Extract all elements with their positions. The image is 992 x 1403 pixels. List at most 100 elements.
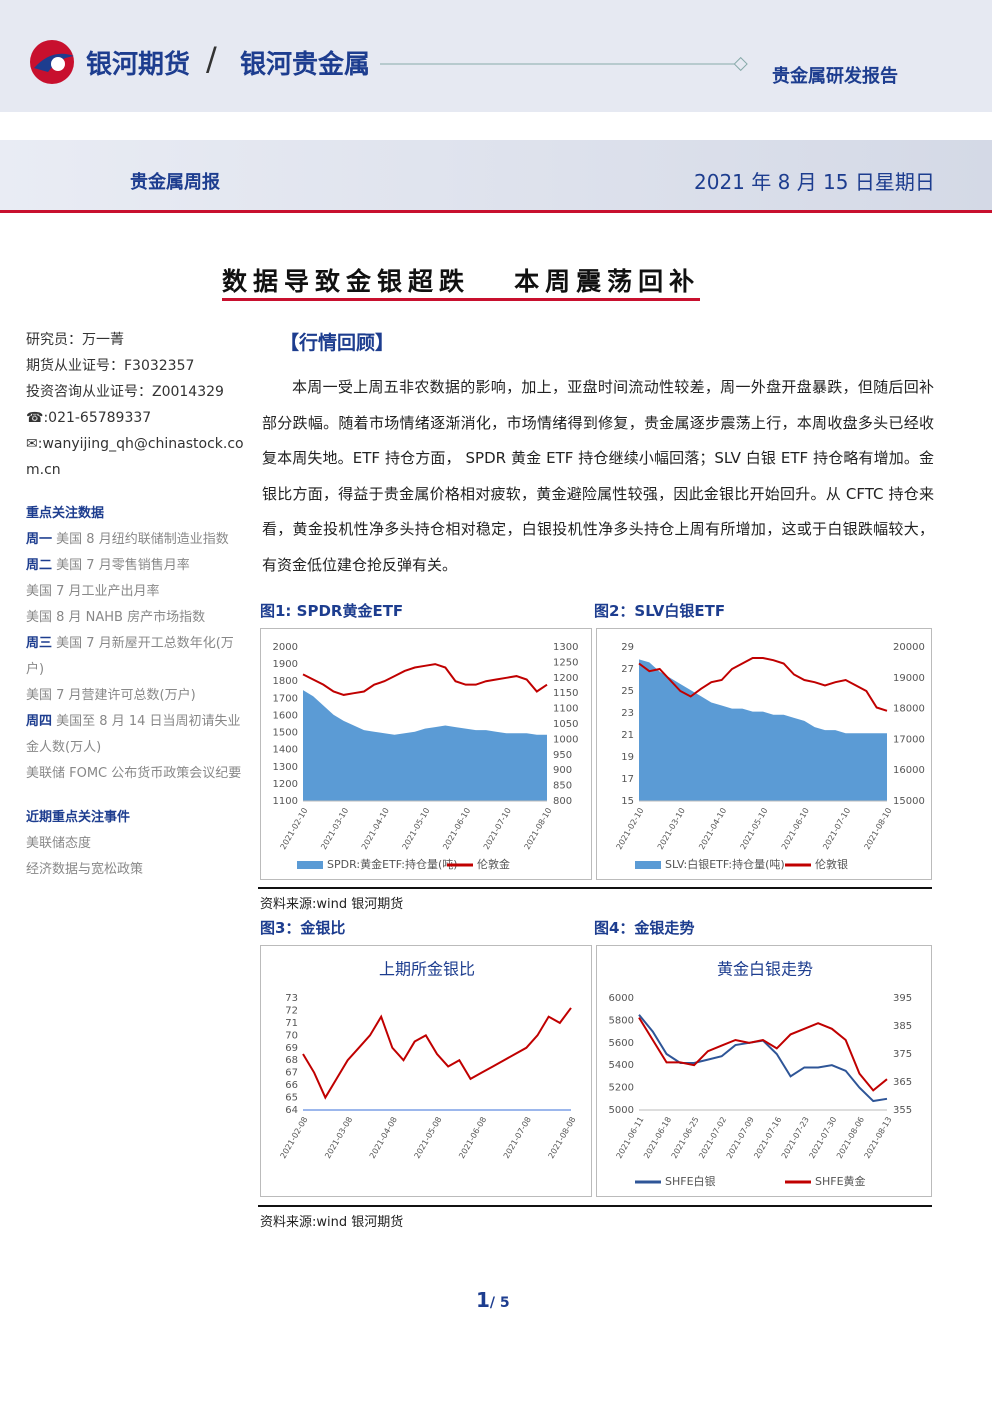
y2-tick-label: 16000	[893, 765, 925, 776]
x-tick-label: 2021-03-10	[319, 806, 350, 851]
brand: 银河期货	[86, 50, 191, 80]
area	[303, 690, 547, 801]
item-text: 美国 7 月新屋开工总数年化(万户)	[26, 636, 234, 677]
y-tick-label: 72	[285, 1005, 298, 1016]
line	[302, 1007, 572, 1100]
legend-label: SHFE黄金	[815, 1174, 866, 1188]
day: 周二	[26, 558, 53, 573]
legend-label: SPDR:黄金ETF:持仓量(吨)	[327, 857, 458, 871]
y-tick-label: 5400	[609, 1060, 634, 1071]
sidebar: 研究员：万一菁 期货从业证号：F3032357 投资咨询从业证号：Z0014329 ☎…	[26, 327, 244, 883]
info: 期货从业证号：F3032357	[26, 358, 195, 374]
y-tick-label: 1400	[273, 745, 298, 756]
section: 贵金属周报	[130, 172, 220, 193]
y2-tick-label: 1150	[553, 688, 578, 699]
x-tick-label: 2021-08-08	[547, 1115, 578, 1160]
y2-tick-label: 1300	[553, 642, 578, 653]
key-item: 美联储 FOMC 公布货币政策会议纪要	[26, 761, 244, 787]
item-text: 美国至 8 月 14 日当周初请失业金人数(万人)	[26, 714, 241, 755]
info: ✉:wanyijing_qh@chinastock.com.cn	[26, 436, 244, 478]
x-tick-label: 2021-07-10	[821, 806, 852, 851]
event: 经济数据与宽松政策	[26, 862, 144, 877]
x-tick-label: 2021-06-10	[441, 806, 472, 851]
y2-tick-label: 800	[553, 796, 572, 807]
page: 1	[476, 1288, 490, 1312]
x-tick-label: 2021-02-10	[279, 806, 310, 851]
side-heading: 近期重点关注事件	[26, 810, 131, 825]
x-tick-label: 2021-06-11	[615, 1115, 646, 1160]
x-tick-label: 2021-02-08	[279, 1115, 310, 1160]
y-tick-label: 5000	[609, 1105, 634, 1116]
key-item: 美国 7 月工业产出月率	[26, 579, 244, 605]
info: 投资咨询从业证号：Z0014329	[26, 384, 224, 400]
y2-tick-label: 1050	[553, 719, 578, 730]
y-tick-label: 68	[285, 1055, 298, 1066]
legend-label: SLV:白银ETF:持仓量(吨)	[665, 857, 785, 871]
caption: 图1: SPDR黄金ETF	[260, 602, 404, 620]
y-tick-label: 67	[285, 1068, 298, 1079]
y-tick-label: 1800	[273, 676, 298, 687]
y2-tick-label: 385	[893, 1021, 912, 1032]
report-type: 贵金属研发报告	[772, 66, 898, 87]
line	[638, 657, 888, 712]
y-tick-label: 1200	[273, 779, 298, 790]
band	[0, 140, 992, 213]
title: 数据导致金银超跌 本周震荡回补	[222, 262, 701, 301]
side-heading: 重点关注数据	[26, 506, 105, 521]
chart-title: 上期所金银比	[379, 960, 475, 979]
y-tick-label: 66	[285, 1080, 298, 1091]
caption: 图3：金银比	[260, 919, 346, 937]
y-tick-label: 1100	[273, 796, 298, 807]
y-tick-label: 23	[621, 708, 634, 719]
y-tick-label: 5200	[609, 1083, 634, 1094]
key-item: 周二 美国 7 月零售销售月率	[26, 553, 244, 579]
y-tick-label: 1600	[273, 710, 298, 721]
y2-tick-label: 1100	[553, 704, 578, 715]
x-tick-label: 2021-05-10	[401, 806, 432, 851]
y-tick-label: 65	[285, 1093, 298, 1104]
x-tick-label: 2021-06-18	[642, 1115, 673, 1160]
y-tick-label: 1300	[273, 762, 298, 773]
chart: 1100 1200 1300 1400 1500 1600 1700 1800 1900 2000…	[260, 628, 592, 880]
item-text: 美国 7 月零售销售月率	[56, 558, 190, 573]
y2-tick-label: 17000	[893, 734, 925, 745]
rule	[258, 887, 932, 889]
y-tick-label: 17	[621, 774, 634, 785]
y-tick-label: 2000	[273, 642, 298, 653]
y-tick-label: 73	[285, 993, 298, 1004]
x-tick-label: 2021-04-10	[697, 806, 728, 851]
x-tick-label: 2021-08-10	[523, 806, 554, 851]
y-tick-label: 5800	[609, 1015, 634, 1026]
y-tick-label: 1700	[273, 693, 298, 704]
legend-label: SHFE白银	[665, 1174, 716, 1188]
x-tick-label: 2021-05-08	[413, 1115, 444, 1160]
total: / 5	[489, 1295, 510, 1311]
item-text: 美国 8 月 NAHB 房产市场指数	[26, 610, 206, 625]
x-tick-label: 2021-08-10	[863, 806, 894, 851]
day: 周四	[26, 714, 53, 729]
y-tick-label: 5600	[609, 1038, 634, 1049]
area	[639, 659, 887, 801]
page-number: 1/ 5	[476, 1288, 510, 1312]
y2-tick-label: 15000	[893, 796, 925, 807]
line	[302, 663, 548, 696]
info: ☎:021-65789337	[26, 410, 152, 426]
y2-tick-label: 395	[893, 993, 912, 1004]
chart: 黄金白银走势 5000 5200 5400 5600 5800 6000 355 365 375 3…	[596, 945, 932, 1197]
y2-tick-label: 850	[553, 781, 572, 792]
y-tick-label: 15	[621, 796, 634, 807]
rule	[380, 56, 748, 72]
legend-swatch	[635, 861, 661, 869]
chart: 15 17 19 21 23 25 27 29 15000 16000 17000 18000 1900…	[596, 628, 932, 880]
y-tick-label: 29	[621, 642, 634, 653]
x-tick-label: 2021-05-10	[739, 806, 770, 851]
key-item: 周三 美国 7 月新屋开工总数年化(万户)	[26, 631, 244, 683]
line	[638, 1017, 888, 1092]
y-tick-label: 1500	[273, 728, 298, 739]
x-tick-label: 2021-07-02	[697, 1115, 728, 1160]
logo	[30, 40, 74, 84]
y-tick-label: 1900	[273, 659, 298, 670]
source: 资料来源:wind 银河期货	[260, 1215, 404, 1230]
